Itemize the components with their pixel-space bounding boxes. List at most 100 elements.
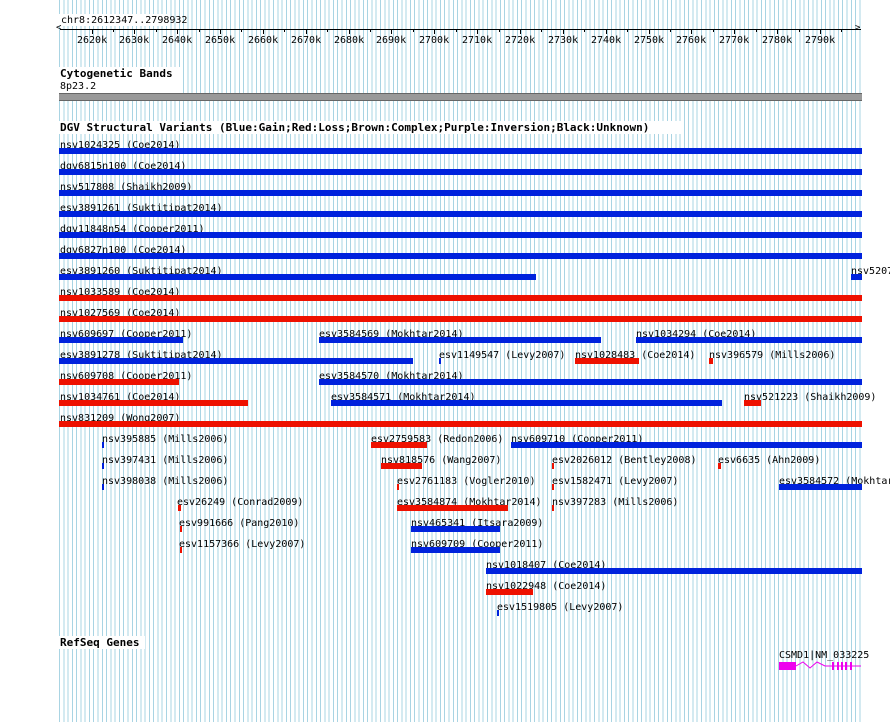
- ruler-tick-label: 2620k: [77, 35, 108, 46]
- dgv-feature-label: nsv1018407 (Coe2014): [486, 560, 607, 571]
- ruler-tick: [477, 29, 478, 34]
- gene-label: CSMD1|NM_033225: [779, 650, 870, 661]
- dgv-feature-label: nsv395885 (Mills2006): [102, 434, 229, 445]
- ruler-minor-tick: [199, 29, 200, 32]
- gene-exon: [837, 662, 839, 670]
- ruler-left-arrow: <: [56, 23, 62, 33]
- ruler-tick: [134, 29, 135, 34]
- dgv-feature-label: nsv1034761 (Coe2014): [60, 392, 181, 403]
- ruler-tick-label: 2770k: [719, 35, 750, 46]
- dgv-title-bg: [59, 121, 683, 134]
- dgv-feature-bar: [59, 253, 862, 259]
- dgv-feature-bar: [102, 463, 104, 469]
- dgv-feature-bar: [59, 316, 862, 322]
- dgv-feature-label: esv2761183 (Vogler2010): [397, 476, 536, 487]
- ruler-tick: [434, 29, 435, 34]
- dgv-feature-bar: [59, 148, 862, 154]
- dgv-feature-label: esv26249 (Conrad2009): [177, 497, 304, 508]
- dgv-feature-label: nsv397283 (Mills2006): [552, 497, 679, 508]
- ruler-minor-tick: [499, 29, 500, 32]
- gene-exon: [832, 662, 834, 670]
- dgv-feature-bar: [397, 484, 399, 490]
- dgv-feature-label: nsv5207: [851, 266, 890, 277]
- ruler-minor-tick: [670, 29, 671, 32]
- dgv-feature-label: esv3584572 (Mokhtar: [779, 476, 890, 487]
- dgv-feature-bar: [59, 379, 179, 385]
- dgv-feature-label: esv3891261 (Suktitipat2014): [60, 203, 223, 214]
- dgv-feature-label: esv3891260 (Suktitipat2014): [60, 266, 223, 277]
- dgv-feature-label: nsv517808 (Shaikh2009): [60, 182, 193, 193]
- ruler-tick-label: 2780k: [762, 35, 793, 46]
- dgv-feature-label: esv1149547 (Levy2007): [439, 350, 566, 361]
- dgv-feature-label: esv3584570 (Mokhtar2014): [319, 371, 464, 382]
- dgv-feature-label: nsv1033589 (Coe2014): [60, 287, 181, 298]
- dgv-feature-bar: [59, 169, 862, 175]
- ruler-tick: [306, 29, 307, 34]
- dgv-feature-bar: [486, 589, 533, 595]
- dgv-feature-label: esv3584874 (Mokhtar2014): [397, 497, 542, 508]
- ruler-minor-tick: [370, 29, 371, 32]
- ruler-minor-tick: [284, 29, 285, 32]
- dgv-feature-bar: [102, 442, 104, 448]
- ruler-tick: [391, 29, 392, 34]
- dgv-feature-label: dgv6815n100 (Coe2014): [60, 161, 187, 172]
- dgv-feature-label: nsv521223 (Shaikh2009): [744, 392, 877, 403]
- dgv-feature-label: nsv1034294 (Coe2014): [636, 329, 757, 340]
- dgv-feature-label: esv3891278 (Suktitipat2014): [60, 350, 223, 361]
- ruler-minor-tick: [799, 29, 800, 32]
- ruler-tick-label: 2720k: [505, 35, 536, 46]
- dgv-feature-label: nsv465341 (Itsara2009): [411, 518, 544, 529]
- cytoband-bar[interactable]: [59, 93, 862, 101]
- dgv-feature-bar: [381, 463, 422, 469]
- ruler-minor-tick: [841, 29, 842, 32]
- dgv-feature-bar: [552, 484, 554, 490]
- ruler-tick-label: 2680k: [334, 35, 365, 46]
- dgv-feature-label: nsv1024325 (Coe2014): [60, 140, 181, 151]
- dgv-feature-bar: [319, 337, 601, 343]
- dgv-feature-bar: [59, 295, 862, 301]
- ruler-tick: [820, 29, 821, 34]
- dgv-feature-end: [535, 274, 536, 280]
- dgv-feature-label: nsv609709 (Cooper2011): [411, 539, 544, 550]
- dgv-feature-label: esv1582471 (Levy2007): [552, 476, 679, 487]
- dgv-feature-bar: [59, 400, 248, 406]
- dgv-feature-label: nsv1027569 (Coe2014): [60, 308, 181, 319]
- dgv-feature-bar: [575, 358, 639, 364]
- ruler-tick-label: 2730k: [548, 35, 579, 46]
- cytoband-title: Cytogenetic Bands: [60, 67, 173, 80]
- dgv-feature-bar: [178, 505, 181, 511]
- dgv-feature-bar: [511, 442, 862, 448]
- dgv-feature-bar: [59, 232, 862, 238]
- dgv-feature-label: dgv11848n54 (Cooper2011): [60, 224, 205, 235]
- dgv-feature-bar: [180, 526, 182, 532]
- ruler-minor-tick: [584, 29, 585, 32]
- dgv-feature-label: nsv396579 (Mills2006): [709, 350, 836, 361]
- gene-exon: [850, 662, 852, 670]
- gene-exon-block: [779, 662, 796, 670]
- ruler-tick-label: 2700k: [419, 35, 450, 46]
- dgv-feature-bar: [552, 505, 554, 511]
- dgv-feature-bar: [497, 610, 499, 616]
- ruler-minor-tick: [327, 29, 328, 32]
- dgv-feature-bar: [486, 568, 862, 574]
- dgv-feature-bar: [552, 463, 554, 469]
- ruler-tick: [691, 29, 692, 34]
- cytoband-title-bg: [59, 67, 181, 93]
- refseq-title: RefSeq Genes: [60, 636, 140, 649]
- ruler-tick-label: 2630k: [119, 35, 150, 46]
- ruler-tick-label: 2690k: [376, 35, 407, 46]
- dgv-feature-bar: [851, 274, 862, 280]
- dgv-feature-bar: [779, 484, 862, 490]
- dgv-feature-bar: [371, 442, 427, 448]
- dgv-title: DGV Structural Variants (Blue:Gain;Red:L…: [60, 121, 650, 134]
- ruler-minor-tick: [413, 29, 414, 32]
- ruler-minor-tick: [627, 29, 628, 32]
- dgv-feature-bar: [59, 337, 183, 343]
- ruler-minor-tick: [241, 29, 242, 32]
- ruler-minor-tick: [456, 29, 457, 32]
- dgv-feature-bar: [411, 547, 500, 553]
- dgv-feature-bar: [411, 526, 500, 532]
- ruler-tick: [734, 29, 735, 34]
- locus-background: [59, 14, 169, 26]
- dgv-feature-bar: [636, 337, 862, 343]
